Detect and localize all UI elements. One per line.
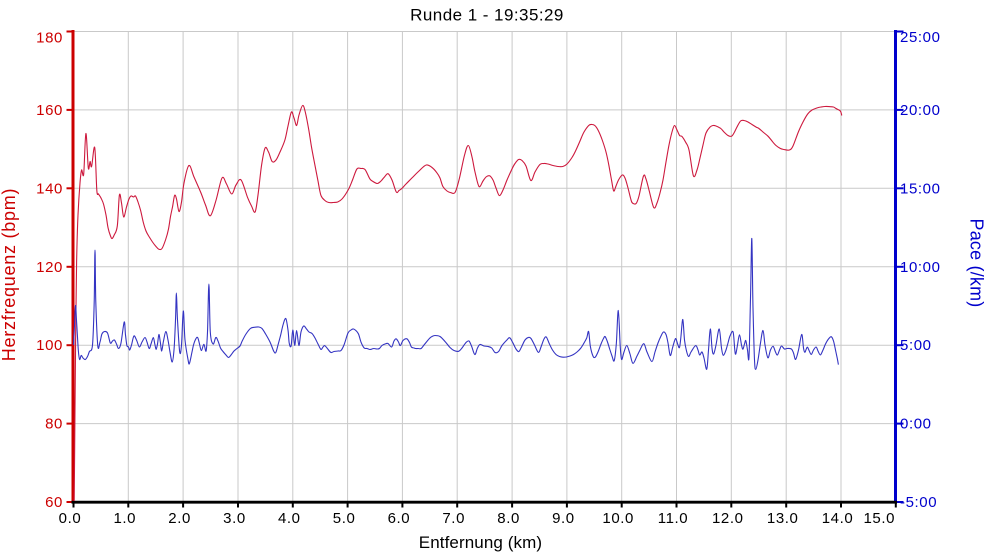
svg-text:8.0: 8.0	[497, 510, 520, 527]
svg-text:5:00: 5:00	[900, 337, 932, 354]
svg-text:7.0: 7.0	[442, 510, 465, 527]
svg-text:Pace (/km): Pace (/km)	[967, 218, 987, 307]
svg-text:160: 160	[36, 102, 63, 119]
svg-text:Entfernung (km): Entfernung (km)	[419, 533, 542, 552]
svg-text:80: 80	[45, 416, 63, 433]
svg-text:180: 180	[36, 30, 63, 47]
svg-text:0.0: 0.0	[59, 510, 82, 527]
svg-text:100: 100	[36, 337, 63, 354]
svg-text:Runde 1 - 19:35:29: Runde 1 - 19:35:29	[410, 6, 564, 25]
svg-text:20:00: 20:00	[900, 102, 941, 119]
svg-text:11.0: 11.0	[658, 510, 688, 527]
svg-text:10:00: 10:00	[900, 259, 941, 276]
svg-text:-5:00: -5:00	[900, 494, 937, 511]
svg-text:1.0: 1.0	[113, 510, 136, 527]
svg-text:10.0: 10.0	[602, 510, 634, 527]
svg-text:2.0: 2.0	[168, 510, 191, 527]
svg-text:4.0: 4.0	[278, 510, 301, 527]
svg-text:0:00: 0:00	[900, 416, 932, 433]
svg-text:120: 120	[36, 259, 63, 276]
svg-text:12.0: 12.0	[712, 510, 744, 527]
svg-text:13.0: 13.0	[767, 510, 799, 527]
svg-text:Herzfrequenz (bpm): Herzfrequenz (bpm)	[0, 188, 19, 362]
svg-text:15.0: 15.0	[863, 510, 895, 527]
svg-text:140: 140	[36, 180, 63, 197]
svg-text:3.0: 3.0	[223, 510, 246, 527]
svg-text:60: 60	[45, 494, 63, 511]
svg-text:25:00: 25:00	[900, 29, 941, 46]
svg-text:15:00: 15:00	[900, 180, 941, 197]
svg-text:6.0: 6.0	[388, 510, 411, 527]
svg-text:14.0: 14.0	[822, 510, 854, 527]
svg-text:5.0: 5.0	[333, 510, 356, 527]
svg-text:9.0: 9.0	[552, 510, 575, 527]
